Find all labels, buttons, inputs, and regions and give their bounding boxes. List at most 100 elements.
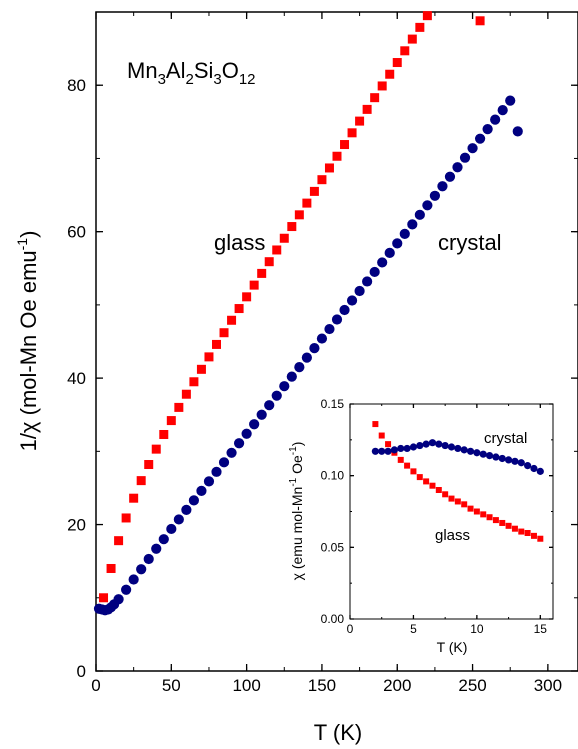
inset-point-crystal: [390, 446, 399, 454]
main-point-glass: [370, 93, 380, 103]
inset-x-tick-label: 10: [470, 622, 484, 636]
inset-point-glass: [410, 468, 417, 475]
main-point-crystal: [362, 276, 373, 287]
main-point-crystal: [226, 447, 237, 458]
main-series-glass: [99, 11, 485, 603]
inset-point-glass: [448, 495, 455, 502]
main-point-crystal: [497, 105, 508, 116]
main-x-tick-label: 0: [91, 676, 100, 695]
inset-point-crystal: [371, 447, 379, 455]
main-x-tick-label: 150: [308, 676, 336, 695]
main-point-crystal: [354, 285, 365, 297]
main-point-crystal: [474, 133, 486, 144]
inset-x-tick-label: 5: [410, 622, 417, 636]
main-point-crystal: [173, 514, 184, 525]
inset-series-glass: [372, 421, 544, 542]
main-point-glass: [151, 444, 161, 454]
main-point-crystal: [490, 114, 501, 125]
main-point-glass: [121, 513, 131, 523]
main-y-axis-title-part-1: 1/: [16, 432, 41, 451]
main-point-crystal: [467, 143, 478, 154]
main-point-glass: [377, 81, 387, 91]
main-point-glass: [219, 328, 229, 338]
main-point-crystal: [429, 190, 441, 201]
main-series-crystal: [93, 95, 523, 616]
main-point-crystal: [331, 314, 343, 325]
inset-series-label-glass: glass: [435, 527, 470, 544]
inset-x-tick-label: 15: [534, 622, 548, 636]
main-point-glass: [166, 416, 176, 426]
main-point-crystal: [151, 543, 162, 554]
main-point-glass: [317, 175, 327, 185]
main-point-crystal: [444, 171, 456, 182]
main-point-crystal: [369, 266, 380, 278]
main-y-tick-label: 80: [67, 76, 86, 95]
inset-point-glass: [385, 441, 392, 448]
main-y-axis-title-part-3: ): [16, 231, 41, 238]
main-point-crystal: [459, 152, 471, 163]
main-point-glass: [264, 257, 274, 267]
main-point-glass: [181, 389, 191, 399]
main-point-glass: [174, 402, 184, 412]
main-point-glass: [407, 34, 417, 44]
main-point-glass: [355, 116, 365, 126]
main-point-glass: [392, 58, 402, 68]
inset-point-glass: [423, 478, 430, 485]
main-point-glass: [332, 151, 342, 161]
inset-point-crystal: [435, 440, 443, 448]
inset-point-crystal: [397, 444, 405, 453]
main-y-tick-label: 40: [67, 369, 86, 388]
inset-y-axis-title-part-3: ): [289, 442, 305, 447]
main-data-points: [93, 11, 523, 616]
inset-point-glass: [372, 421, 379, 428]
inset-y-axis-title: χ (emu mol-Mn-1 Oe-1): [288, 442, 305, 581]
formula-subscript-o: 12: [239, 71, 256, 88]
main-point-crystal: [294, 362, 305, 373]
main-x-tick-label: 200: [383, 676, 411, 695]
main-point-crystal: [309, 342, 320, 354]
main-point-glass: [114, 536, 124, 546]
main-point-crystal: [512, 126, 523, 137]
main-point-crystal: [218, 457, 230, 468]
inset-point-glass: [505, 522, 512, 529]
inset-y-tick-label: 0.10: [321, 469, 345, 483]
inset-y-tick-label: 0.00: [321, 612, 345, 626]
main-point-glass: [129, 493, 139, 503]
main-y-axis-title-superscript: -1: [14, 238, 30, 251]
main-point-glass: [196, 364, 206, 374]
main-point-glass: [159, 429, 169, 439]
inset-point-glass: [404, 462, 411, 469]
main-point-crystal: [211, 466, 222, 477]
main-point-glass: [242, 292, 252, 302]
main-y-tick-label: 20: [67, 516, 86, 535]
inset-point-glass: [486, 514, 493, 521]
main-point-crystal: [384, 247, 395, 259]
main-point-glass: [347, 128, 357, 138]
main-point-glass: [144, 460, 154, 470]
main-point-glass: [279, 233, 289, 243]
main-point-glass: [249, 280, 259, 290]
main-point-glass: [362, 104, 372, 114]
formula-element-o: O: [222, 58, 239, 83]
main-y-tick-label: 0: [77, 662, 86, 681]
inset-y-axis-title-superscript-1: -1: [288, 477, 299, 486]
inset-point-glass: [454, 498, 461, 505]
inset-point-crystal: [466, 447, 475, 455]
inset-point-crystal: [485, 452, 494, 460]
inset-y-axis-title-chi: χ: [289, 572, 305, 580]
inset-point-crystal: [479, 450, 487, 458]
inset-point-crystal: [384, 447, 392, 455]
inset-point-glass: [378, 432, 385, 439]
inset-point-glass: [530, 532, 537, 539]
inset-point-glass: [467, 505, 474, 512]
inset-point-crystal: [403, 444, 411, 453]
main-point-crystal: [505, 95, 516, 106]
main-point-crystal: [324, 323, 335, 335]
main-point-glass: [234, 304, 244, 314]
main-point-glass: [385, 69, 395, 79]
inset-point-crystal: [530, 464, 538, 473]
main-point-crystal: [166, 523, 177, 535]
main-point-glass: [400, 46, 410, 56]
